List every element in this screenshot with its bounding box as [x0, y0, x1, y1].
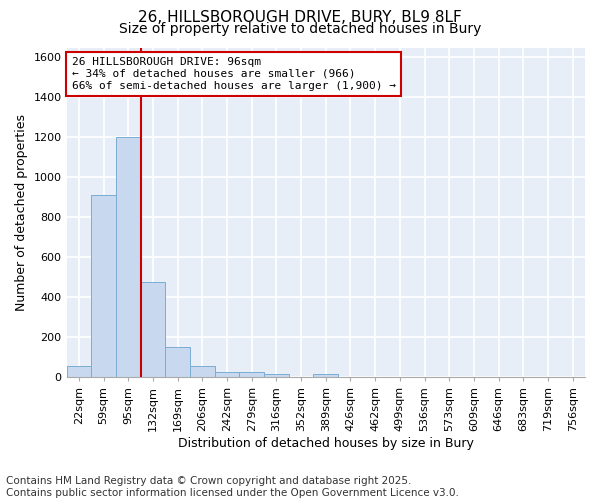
Y-axis label: Number of detached properties: Number of detached properties [15, 114, 28, 311]
Bar [239, 372, 264, 378]
Bar [313, 374, 338, 378]
X-axis label: Distribution of detached houses by size in Bury: Distribution of detached houses by size … [178, 437, 474, 450]
Text: Contains HM Land Registry data © Crown copyright and database right 2025.
Contai: Contains HM Land Registry data © Crown c… [6, 476, 459, 498]
Bar [67, 366, 91, 378]
Bar [116, 138, 140, 378]
Text: Size of property relative to detached houses in Bury: Size of property relative to detached ho… [119, 22, 481, 36]
Bar [140, 282, 165, 378]
Bar [264, 374, 289, 378]
Bar [165, 348, 190, 378]
Text: 26 HILLSBOROUGH DRIVE: 96sqm
← 34% of detached houses are smaller (966)
66% of s: 26 HILLSBOROUGH DRIVE: 96sqm ← 34% of de… [72, 58, 396, 90]
Text: 26, HILLSBOROUGH DRIVE, BURY, BL9 8LF: 26, HILLSBOROUGH DRIVE, BURY, BL9 8LF [138, 10, 462, 25]
Bar [190, 366, 215, 378]
Bar [91, 196, 116, 378]
Bar [215, 372, 239, 378]
